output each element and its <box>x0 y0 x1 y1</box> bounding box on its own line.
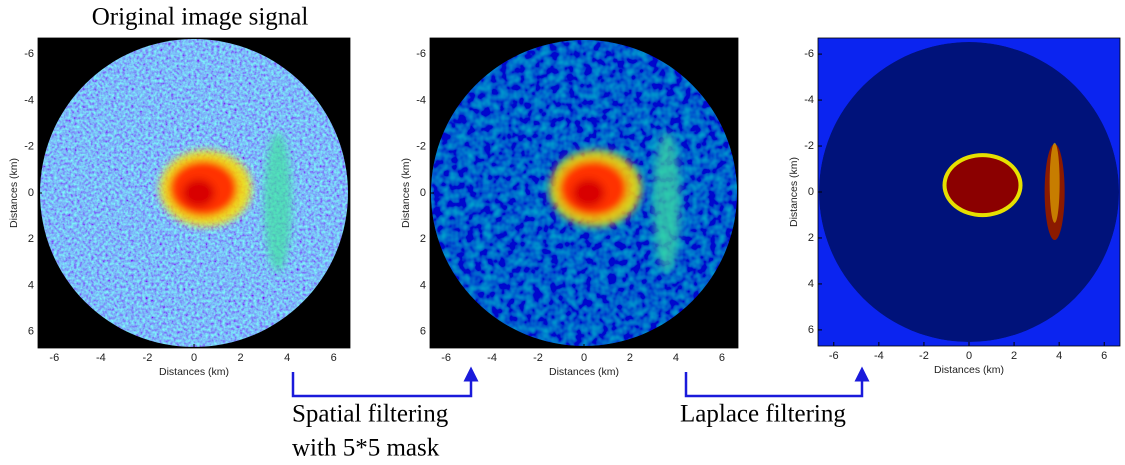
y-axis-label: Distances (km) <box>400 158 412 228</box>
echo <box>549 132 681 273</box>
x-tick-label: -2 <box>533 352 543 364</box>
y-tick-label: 2 <box>420 233 426 245</box>
echo <box>942 142 1065 240</box>
x-tick-label: -4 <box>96 352 106 364</box>
x-tick-label: -4 <box>874 350 884 362</box>
step-label: with 5*5 mask <box>292 435 440 462</box>
y-tick-label: 2 <box>808 232 814 244</box>
x-tick-label: 0 <box>581 352 587 364</box>
x-tick-label: 2 <box>238 352 244 364</box>
y-tick-label: -6 <box>416 48 426 60</box>
x-tick-label: 4 <box>284 352 290 364</box>
x-tick-label: 4 <box>673 352 679 364</box>
y-tick-label: 6 <box>420 326 426 338</box>
x-axis-label: Distances (km) <box>159 366 229 378</box>
y-tick-label: 2 <box>28 233 34 245</box>
y-tick-label: -2 <box>804 140 814 152</box>
y-tick-label: -2 <box>416 141 426 153</box>
echo <box>263 132 292 273</box>
echo <box>946 157 1019 214</box>
x-tick-label: 6 <box>719 352 725 364</box>
x-tick-label: -2 <box>919 350 929 362</box>
x-tick-label: 0 <box>966 350 972 362</box>
step-label: Spatial filtering <box>292 401 449 428</box>
y-tick-label: 4 <box>420 279 426 291</box>
x-tick-label: 2 <box>627 352 633 364</box>
x-tick-label: 6 <box>331 352 337 364</box>
image <box>819 42 1119 342</box>
echo <box>159 132 292 273</box>
panel: -6 -4 -2 0 2 4 6 -6 -4 -2 0 2 4 6 Distances (km) Distan… <box>8 37 351 378</box>
y-tick-label: 6 <box>28 326 34 338</box>
y-tick-label: 4 <box>808 278 814 290</box>
image <box>40 39 348 347</box>
image <box>431 40 737 346</box>
x-tick-label: -4 <box>487 352 497 364</box>
y-tick-label: 0 <box>420 187 426 199</box>
x-tick-label: -6 <box>441 352 451 364</box>
x-tick-label: 0 <box>191 352 197 364</box>
echo <box>652 132 681 273</box>
x-tick-label: -2 <box>143 352 153 364</box>
y-axis-label: Distances (km) <box>788 157 800 227</box>
step-arrow <box>684 366 870 398</box>
x-axis-label: Distances (km) <box>549 366 619 378</box>
step-arrow <box>291 366 479 398</box>
panel: -6 -4 -2 0 2 4 6 -6 -4 -2 0 2 4 6 Distances (km) Distan… <box>788 37 1121 376</box>
panels: -6 -4 -2 0 2 4 6 -6 -4 -2 0 2 4 6 Distances (km) Distan… <box>8 37 1121 378</box>
echo <box>1049 142 1060 223</box>
x-tick-label: -6 <box>49 352 59 364</box>
y-axis-label: Distances (km) <box>8 158 20 228</box>
echo <box>182 179 215 207</box>
step-label: Laplace filtering <box>680 401 846 428</box>
y-tick-label: -6 <box>24 48 34 60</box>
echo <box>572 179 605 207</box>
y-tick-label: -4 <box>24 94 34 106</box>
y-tick-label: 4 <box>28 279 34 291</box>
y-tick-label: 0 <box>808 186 814 198</box>
x-axis-label: Distances (km) <box>934 364 1004 376</box>
x-tick-label: 6 <box>1101 350 1107 362</box>
x-tick-label: 4 <box>1056 350 1062 362</box>
x-tick-label: -6 <box>829 350 839 362</box>
y-tick-label: 0 <box>28 187 34 199</box>
y-tick-label: 6 <box>808 324 814 336</box>
y-tick-label: -6 <box>804 48 814 60</box>
y-tick-label: -4 <box>416 94 426 106</box>
y-tick-label: -4 <box>804 94 814 106</box>
panel: -6 -4 -2 0 2 4 6 -6 -4 -2 0 2 4 6 Distances (km) Distan… <box>400 37 739 378</box>
x-tick-label: 2 <box>1011 350 1017 362</box>
figure-title: Original image signal <box>92 4 309 31</box>
y-tick-label: -2 <box>24 141 34 153</box>
